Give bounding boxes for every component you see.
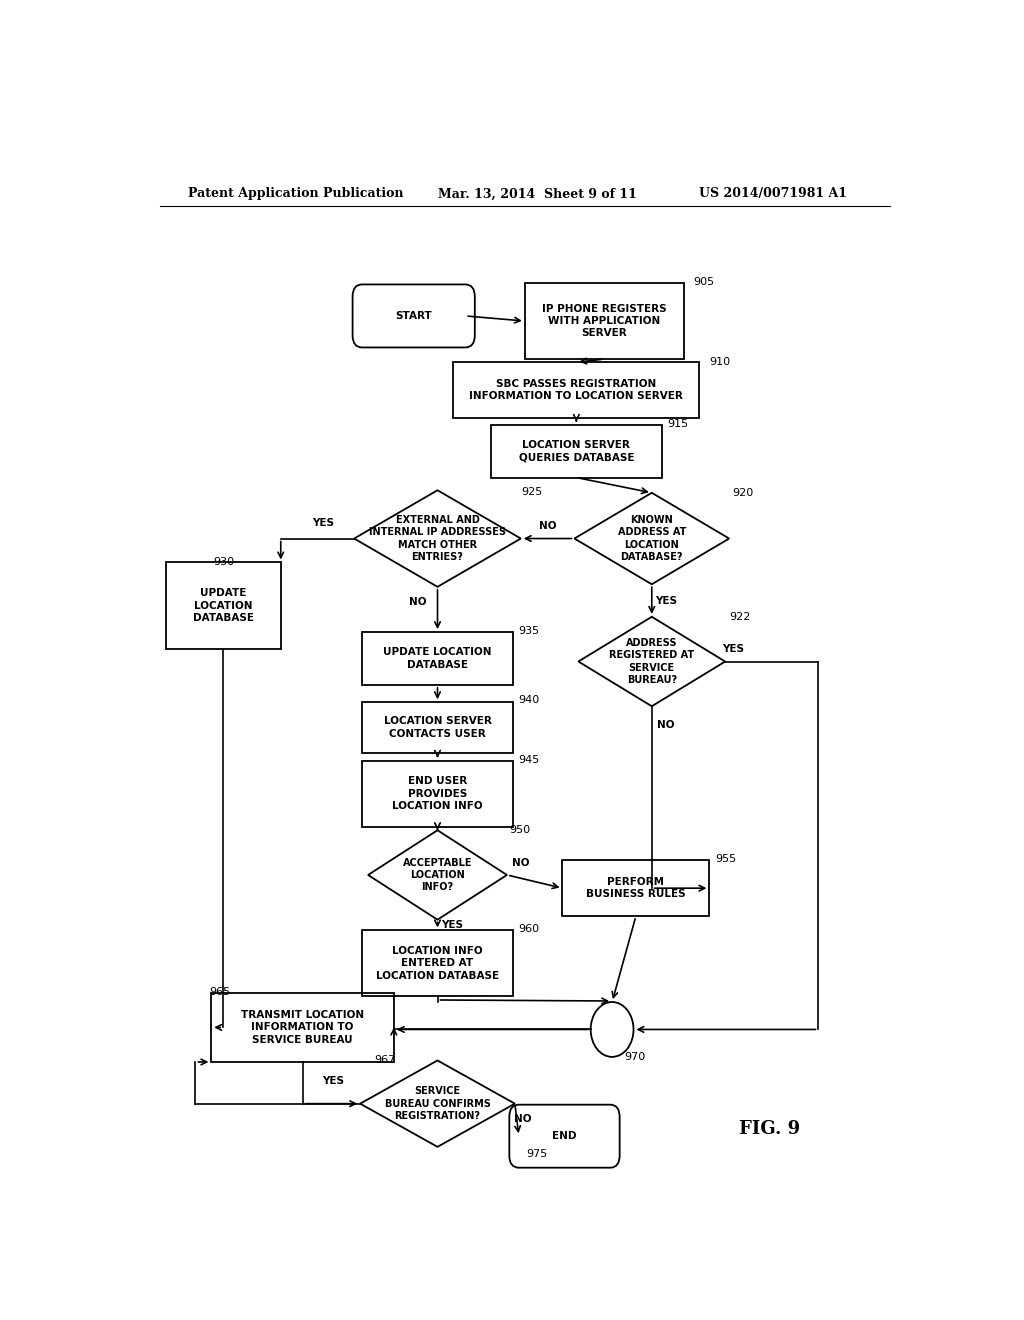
Text: LOCATION SERVER
QUERIES DATABASE: LOCATION SERVER QUERIES DATABASE [518,440,634,462]
Text: NO: NO [409,597,426,607]
Text: 905: 905 [693,277,714,288]
Text: YES: YES [323,1076,344,1086]
Bar [562,861,710,916]
Text: FIG. 9: FIG. 9 [739,1121,800,1138]
Text: Mar. 13, 2014  Sheet 9 of 11: Mar. 13, 2014 Sheet 9 of 11 [437,187,636,201]
Bar [492,425,662,478]
Text: NO: NO [539,521,556,532]
Text: YES: YES [312,519,334,528]
Text: 950: 950 [509,825,530,836]
Bar [362,702,513,752]
Text: YES: YES [655,595,677,606]
Text: 925: 925 [521,487,543,496]
Text: UPDATE LOCATION
DATABASE: UPDATE LOCATION DATABASE [383,647,492,669]
Bar [166,562,281,649]
Text: LOCATION SERVER
CONTACTS USER: LOCATION SERVER CONTACTS USER [384,717,492,739]
Text: 955: 955 [715,854,736,863]
Bar [211,993,394,1063]
Text: YES: YES [722,644,744,655]
Text: 967: 967 [374,1055,395,1065]
Text: NO: NO [512,858,530,867]
Text: YES: YES [440,920,463,931]
Text: 970: 970 [624,1052,645,1061]
Text: END USER
PROVIDES
LOCATION INFO: END USER PROVIDES LOCATION INFO [392,776,483,810]
Text: 920: 920 [733,488,754,498]
Text: PERFORM
BUSINESS RULES: PERFORM BUSINESS RULES [586,876,686,899]
Text: 922: 922 [729,611,751,622]
Bar [362,760,513,826]
Bar [362,931,513,997]
Text: TRANSMIT LOCATION
INFORMATION TO
SERVICE BUREAU: TRANSMIT LOCATION INFORMATION TO SERVICE… [241,1010,365,1045]
Text: SBC PASSES REGISTRATION
INFORMATION TO LOCATION SERVER: SBC PASSES REGISTRATION INFORMATION TO L… [469,379,683,401]
Text: IP PHONE REGISTERS
WITH APPLICATION
SERVER: IP PHONE REGISTERS WITH APPLICATION SERV… [542,304,667,338]
Text: START: START [395,312,432,321]
Text: UPDATE
LOCATION
DATABASE: UPDATE LOCATION DATABASE [193,589,254,623]
Text: KNOWN
ADDRESS AT
LOCATION
DATABASE?: KNOWN ADDRESS AT LOCATION DATABASE? [617,515,686,562]
Text: 975: 975 [526,1150,548,1159]
Text: SERVICE
BUREAU CONFIRMS
REGISTRATION?: SERVICE BUREAU CONFIRMS REGISTRATION? [385,1086,490,1121]
Text: 935: 935 [518,626,540,636]
Text: NO: NO [514,1114,531,1123]
Bar [454,362,699,418]
Bar [362,632,513,685]
Text: NO: NO [657,719,675,730]
Text: 965: 965 [210,987,230,997]
Text: ADDRESS
REGISTERED AT
SERVICE
BUREAU?: ADDRESS REGISTERED AT SERVICE BUREAU? [609,638,694,685]
Text: LOCATION INFO
ENTERED AT
LOCATION DATABASE: LOCATION INFO ENTERED AT LOCATION DATABA… [376,946,499,981]
Text: 930: 930 [213,557,234,566]
Text: END: END [552,1131,577,1142]
Text: 910: 910 [710,356,731,367]
Bar [524,282,684,359]
Text: 960: 960 [518,924,540,933]
Text: 945: 945 [518,755,540,766]
Text: US 2014/0071981 A1: US 2014/0071981 A1 [699,187,848,201]
Text: 915: 915 [668,418,689,429]
Text: EXTERNAL AND
INTERNAL IP ADDRESSES
MATCH OTHER
ENTRIES?: EXTERNAL AND INTERNAL IP ADDRESSES MATCH… [369,515,506,562]
Text: 940: 940 [518,696,540,705]
Text: Patent Application Publication: Patent Application Publication [187,187,403,201]
Text: ACCEPTABLE
LOCATION
INFO?: ACCEPTABLE LOCATION INFO? [402,858,472,892]
